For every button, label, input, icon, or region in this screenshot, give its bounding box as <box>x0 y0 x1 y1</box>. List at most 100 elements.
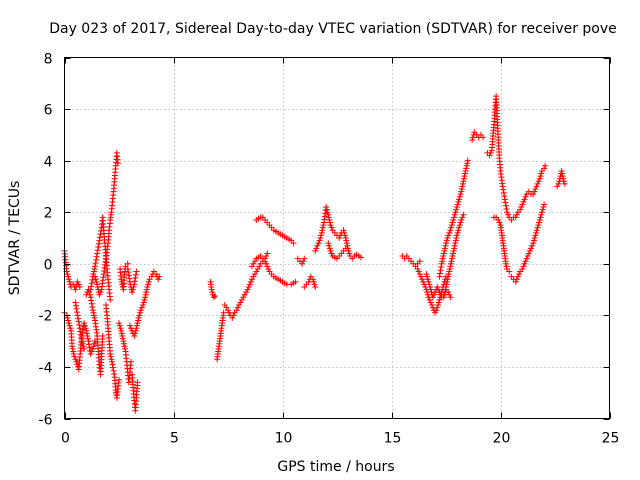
data-point <box>230 312 237 319</box>
data-point <box>512 214 519 221</box>
data-point <box>72 356 79 363</box>
data-point <box>357 254 364 261</box>
grid <box>64 57 610 419</box>
data-point <box>318 229 325 236</box>
data-point <box>229 314 236 321</box>
data-point <box>238 296 245 303</box>
data-point <box>456 222 463 229</box>
data-point <box>141 296 148 303</box>
data-point <box>88 297 95 304</box>
data-point <box>263 253 270 260</box>
data-point <box>499 183 506 190</box>
data-point <box>504 209 511 216</box>
data-point <box>96 291 103 298</box>
data-point <box>139 302 146 309</box>
data-point <box>502 260 509 267</box>
data-point <box>538 211 545 218</box>
data-point <box>534 224 541 231</box>
data-point <box>83 327 90 334</box>
data-point <box>92 273 99 280</box>
data-point <box>244 286 251 293</box>
data-point <box>454 201 461 208</box>
data-point <box>131 281 138 288</box>
y-tick-label: 6 <box>44 103 53 119</box>
data-point <box>137 309 144 316</box>
data-point <box>426 281 433 288</box>
x-tick-label: 25 <box>602 431 620 447</box>
data-point <box>134 320 141 327</box>
data-point <box>503 263 510 270</box>
data-point <box>323 204 330 211</box>
data-point <box>437 270 444 277</box>
data-point <box>513 276 520 283</box>
data-point <box>120 338 127 345</box>
data-point <box>89 307 96 314</box>
data-point <box>256 263 263 270</box>
data-point <box>416 271 423 278</box>
data-point <box>135 314 142 321</box>
data-point <box>108 358 115 365</box>
y-tick-label: 0 <box>44 258 53 274</box>
data-point <box>541 165 548 172</box>
data-point <box>87 351 94 358</box>
data-point <box>539 206 546 213</box>
data-point <box>81 322 88 329</box>
data-point <box>116 376 122 383</box>
data-point <box>441 245 448 252</box>
data-point <box>245 283 252 290</box>
data-point <box>88 300 95 307</box>
data-point <box>450 214 457 221</box>
data-point <box>262 258 269 265</box>
data-point <box>536 219 543 226</box>
data-point <box>109 361 116 368</box>
data-point <box>346 250 353 257</box>
data-point <box>446 265 453 272</box>
data-point <box>523 255 530 262</box>
data-point <box>75 318 82 325</box>
data-point <box>463 162 470 169</box>
data-point <box>143 286 150 293</box>
data-point <box>416 258 423 265</box>
data-point <box>537 173 544 180</box>
data-point <box>503 205 510 212</box>
data-point <box>431 291 438 298</box>
data-point <box>124 265 131 272</box>
data-point <box>220 309 227 316</box>
data-point <box>138 304 145 311</box>
data-point <box>70 348 77 355</box>
data-point <box>78 334 85 341</box>
data-point <box>127 358 134 365</box>
data-point <box>90 343 97 350</box>
data-point <box>453 235 460 241</box>
data-point <box>317 235 324 241</box>
y-tick-label: -4 <box>39 361 53 377</box>
data-point <box>424 273 431 280</box>
data-point <box>555 180 562 187</box>
data-point <box>529 242 536 249</box>
data-point <box>93 256 100 263</box>
data-point <box>434 304 441 311</box>
data-point <box>537 214 544 221</box>
data-point <box>432 309 439 316</box>
data-point <box>210 294 217 301</box>
data-point <box>316 237 323 244</box>
x-tick-labels: 0 5 10 15 20 25 <box>61 431 619 447</box>
data-point <box>263 260 270 267</box>
data-point <box>315 240 322 247</box>
data-point <box>71 353 78 360</box>
data-point <box>560 175 567 182</box>
data-point <box>559 173 566 180</box>
data-point <box>247 278 254 285</box>
data-point <box>341 229 348 236</box>
data-point <box>251 271 258 278</box>
data-point <box>327 222 334 229</box>
data-point <box>452 237 459 244</box>
data-point <box>129 289 136 296</box>
data-point <box>226 309 233 316</box>
data-point <box>241 291 248 298</box>
data-point <box>561 180 568 187</box>
data-point <box>70 351 77 358</box>
data-point <box>526 247 533 254</box>
x-tick-label: 0 <box>61 431 70 447</box>
